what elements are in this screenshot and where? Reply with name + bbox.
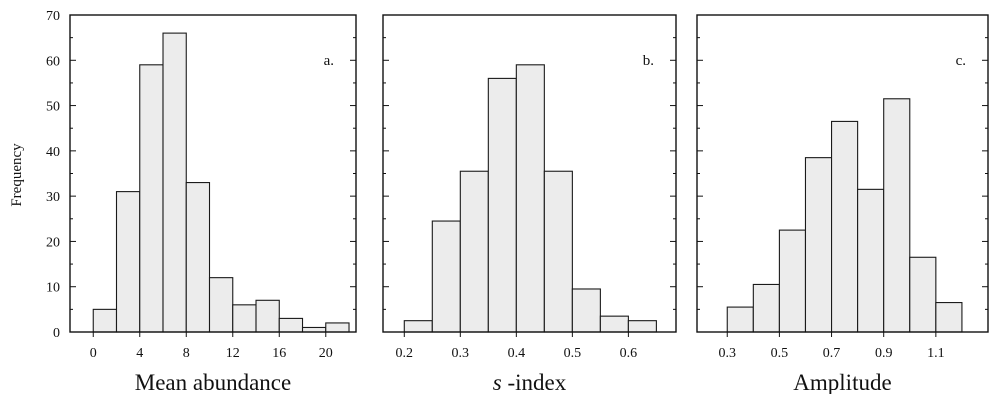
histogram-panel-1: 0 10 20 30 40 50 60 70 0 4 8 12 16 20 a. Mean abundance [46, 9, 357, 394]
histogram-bar [627, 320, 657, 333]
histogram-bar [726, 306, 754, 333]
x-tick-label: 8 [183, 346, 190, 361]
x-axis-label-text: -index [507, 370, 566, 394]
x-tick-label: 0.7 [823, 346, 841, 361]
histogram-bar [543, 170, 573, 333]
panel-label: a. [324, 53, 334, 69]
x-tick-label: 0.5 [771, 346, 789, 361]
x-tick-label: 16 [272, 346, 286, 361]
plot-frame [382, 14, 677, 333]
histogram-bar [162, 32, 187, 333]
x-axis-label: s -index [493, 370, 567, 394]
histogram-bar [571, 288, 601, 333]
histogram-bar [403, 320, 433, 333]
x-tick-label: 0.4 [508, 346, 526, 361]
x-tick-label: 0.9 [875, 346, 893, 361]
histogram-bar [92, 308, 118, 333]
x-tick-label: 0.2 [396, 346, 414, 361]
histogram-bar [752, 283, 780, 333]
histogram-panel-3: 0.3 0.5 0.7 0.9 1.1 c. Amplitude [696, 14, 989, 394]
histogram-bar [185, 182, 211, 333]
histogram-panel-2: 0.2 0.3 0.4 0.5 0.6 b. s -index [382, 14, 677, 394]
x-tick-label: 20 [319, 346, 333, 361]
y-axis-label: Frequency [9, 143, 25, 207]
histogram-bar [431, 220, 461, 333]
panel-label: b. [643, 53, 654, 69]
plot-frame [696, 14, 989, 333]
x-tick-label: 4 [136, 346, 143, 361]
x-axis-label-symbol: s [493, 370, 508, 394]
panel-label: c. [956, 53, 966, 69]
histogram-bar [487, 77, 517, 333]
histogram-bar [909, 256, 937, 333]
histogram-bar [325, 322, 350, 333]
histogram-bar [208, 277, 234, 333]
histogram-bar [115, 191, 141, 333]
y-tick-label: 10 [46, 281, 60, 296]
histogram-bar [139, 64, 164, 333]
y-tick-label: 40 [46, 145, 60, 160]
y-tick-label: 0 [53, 326, 60, 341]
y-tick-label: 60 [46, 54, 60, 69]
y-tick-label: 50 [46, 100, 60, 115]
histogram-bar [459, 170, 489, 333]
histogram-bar [515, 64, 545, 333]
histogram-bar [935, 302, 963, 333]
histogram-bar [804, 157, 833, 333]
x-tick-label: 0.6 [620, 346, 638, 361]
histogram-bar [830, 120, 859, 333]
histogram-bar [599, 315, 629, 333]
x-axis-label: Amplitude [793, 370, 891, 394]
x-tick-label: 0 [90, 346, 97, 361]
plot-frame [69, 14, 357, 333]
y-tick-label: 70 [46, 9, 60, 24]
histogram-bar [232, 304, 257, 333]
y-tick-label: 30 [46, 190, 60, 205]
y-tick-label: 20 [46, 235, 60, 250]
x-tick-label: 12 [226, 346, 240, 361]
x-axis-label: Mean abundance [135, 370, 291, 394]
x-tick-label: 0.3 [452, 346, 470, 361]
histogram-bar [278, 317, 304, 333]
x-tick-label: 0.3 [718, 346, 736, 361]
histogram-bar [778, 229, 807, 333]
x-tick-label: 0.5 [564, 346, 582, 361]
panels: 0 10 20 30 40 50 60 70 0 4 8 12 16 20 a. Mean abundance… [46, 9, 989, 394]
histogram-bar [255, 299, 280, 333]
x-tick-label: 1.1 [927, 346, 945, 361]
histogram-bar [883, 98, 911, 333]
histogram-bar [857, 188, 885, 333]
